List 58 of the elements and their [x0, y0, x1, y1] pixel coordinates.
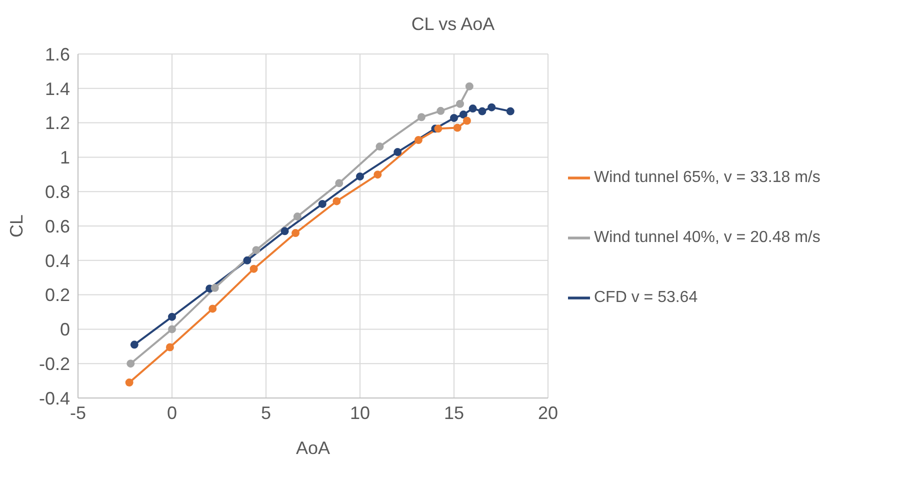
- point: [374, 170, 382, 179]
- point: [434, 124, 442, 133]
- y-tick-label: 1: [60, 148, 70, 168]
- y-tick-label: -0.2: [38, 354, 70, 374]
- y-tick-label: 1.4: [44, 78, 70, 99]
- y-tick-label: 0: [60, 320, 70, 340]
- y-tick-label: 1.2: [44, 113, 70, 134]
- y-tick-label: 1.6: [44, 44, 70, 64]
- point: [292, 229, 300, 238]
- point: [280, 227, 289, 236]
- point: [130, 340, 138, 349]
- point: [168, 312, 176, 321]
- y-tick-label: 0.8: [44, 182, 70, 202]
- x-tick-label: 20: [538, 402, 558, 423]
- point: [468, 104, 477, 113]
- x-tick-label: 0: [166, 402, 178, 423]
- y-axis-title: CL: [6, 214, 26, 238]
- point: [436, 106, 445, 115]
- point: [126, 360, 135, 368]
- point: [125, 378, 134, 387]
- y-tick-label: 0.4: [44, 250, 70, 271]
- x-tick-label: 5: [260, 402, 272, 423]
- point: [417, 113, 426, 122]
- point: [450, 114, 458, 122]
- point: [456, 100, 464, 108]
- legend-label: Wind tunnel 65%, v = 33.18 m/s: [594, 169, 820, 186]
- point: [356, 172, 364, 180]
- x-axis-title: AoA: [296, 438, 330, 458]
- point: [208, 304, 217, 313]
- x-tick-label: 10: [350, 402, 370, 423]
- point: [488, 103, 496, 112]
- point: [459, 110, 468, 119]
- point: [252, 246, 260, 254]
- point: [394, 148, 402, 156]
- point: [462, 116, 471, 125]
- chart-title: CL vs AoA: [410, 14, 496, 35]
- legend-label: CFD v = 53.64: [594, 289, 698, 306]
- point: [243, 256, 252, 264]
- legend-label: Wind tunnel 40%, v = 20.48 m/s: [594, 229, 820, 246]
- point: [250, 264, 258, 273]
- point: [465, 82, 474, 90]
- x-tick-label: -5: [70, 402, 86, 423]
- y-tick-label: 0.2: [44, 285, 70, 306]
- y-tick-label: -0.4: [38, 388, 70, 408]
- point: [453, 124, 462, 132]
- point: [506, 107, 514, 116]
- point: [414, 136, 422, 144]
- point: [335, 179, 344, 188]
- point: [166, 343, 174, 352]
- point: [168, 325, 176, 334]
- point: [293, 212, 302, 221]
- point: [318, 200, 326, 208]
- x-tick-label: 15: [444, 402, 464, 423]
- point: [332, 197, 341, 206]
- point: [478, 107, 486, 116]
- y-tick-label: 0.6: [44, 216, 70, 236]
- point: [210, 284, 219, 292]
- point: [376, 142, 384, 151]
